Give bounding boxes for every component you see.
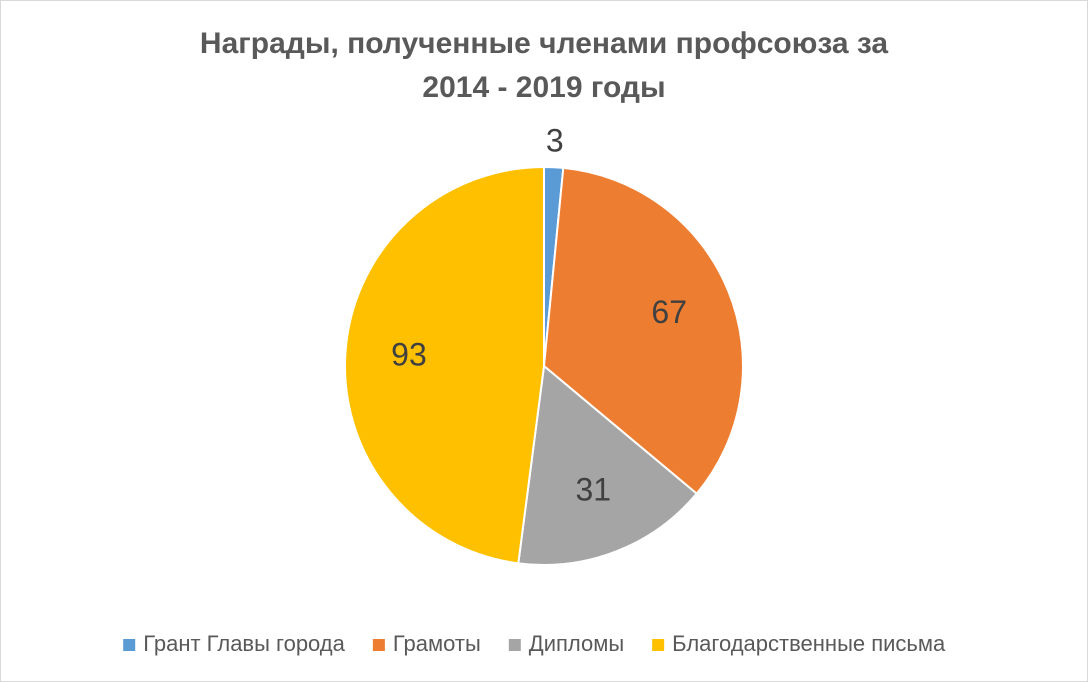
legend-label: Грант Главы города xyxy=(143,631,345,656)
data-label: 67 xyxy=(651,294,687,330)
legend-label: Благодарственные письма xyxy=(672,631,946,656)
data-label: 3 xyxy=(546,123,564,159)
data-label: 31 xyxy=(575,471,611,507)
legend-label: Дипломы xyxy=(529,631,624,656)
legend-label: Грамоты xyxy=(393,631,481,656)
legend-swatch xyxy=(372,639,385,651)
legend-swatch xyxy=(508,639,521,651)
chart-title: Награды, полученные членами профсоюза за xyxy=(200,27,888,60)
legend-swatch xyxy=(652,639,665,651)
pie-slice xyxy=(344,165,545,565)
pie-slice xyxy=(542,166,744,496)
pie-slice xyxy=(517,364,699,566)
legend-swatch xyxy=(123,639,136,651)
data-label: 93 xyxy=(391,337,427,373)
chart-title: 2014 - 2019 годы xyxy=(422,71,665,104)
